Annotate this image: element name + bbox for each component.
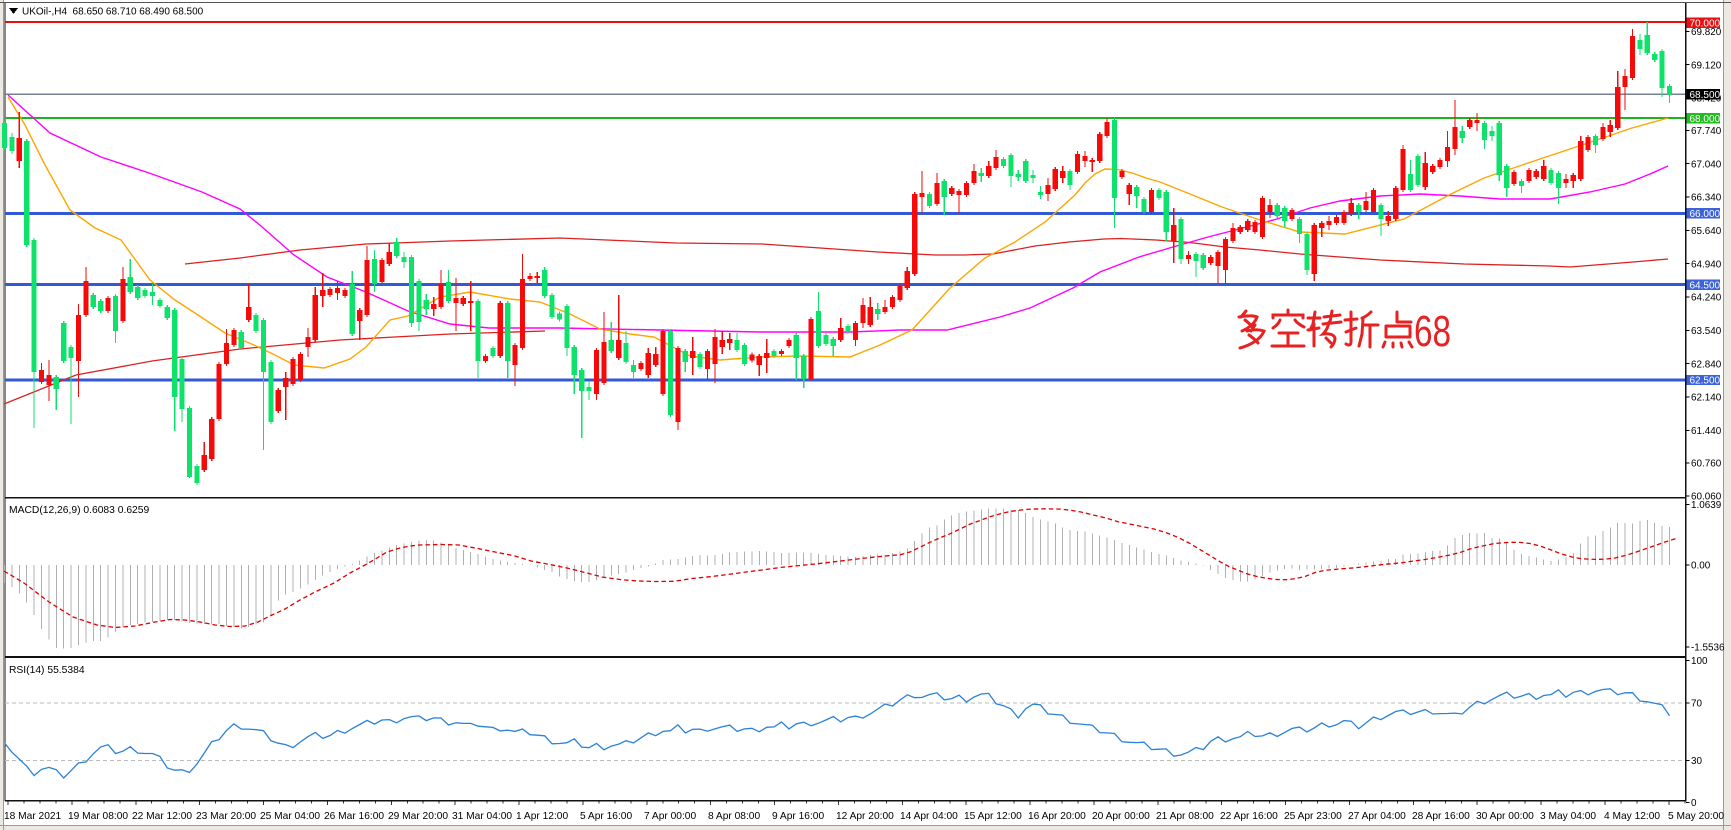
svg-text:64.500: 64.500 <box>1690 280 1721 291</box>
svg-text:21 Apr 08:00: 21 Apr 08:00 <box>1156 811 1214 822</box>
svg-text:69.120: 69.120 <box>1691 60 1722 71</box>
svg-text:62.140: 62.140 <box>1691 393 1722 404</box>
svg-text:30 Apr 00:00: 30 Apr 00:00 <box>1476 811 1534 822</box>
svg-text:9 Apr 16:00: 9 Apr 16:00 <box>772 811 824 822</box>
svg-text:62.500: 62.500 <box>1690 376 1721 387</box>
svg-text:70.000: 70.000 <box>1690 19 1721 30</box>
svg-text:20 Apr 00:00: 20 Apr 00:00 <box>1092 811 1150 822</box>
svg-text:7 Apr 00:00: 7 Apr 00:00 <box>644 811 696 822</box>
svg-text:26 Mar 16:00: 26 Mar 16:00 <box>324 811 384 822</box>
svg-text:62.840: 62.840 <box>1691 359 1722 370</box>
svg-text:30: 30 <box>1691 756 1702 767</box>
svg-text:1 Apr 12:00: 1 Apr 12:00 <box>516 811 568 822</box>
svg-text:60.760: 60.760 <box>1691 458 1722 469</box>
svg-text:UKOil-,H4 68.650 68.710 68.49: UKOil-,H4 68.650 68.710 68.490 68.500 <box>22 7 204 18</box>
svg-text:18 Mar 2021: 18 Mar 2021 <box>4 811 62 822</box>
svg-text:64.940: 64.940 <box>1691 259 1722 270</box>
svg-text:15 Apr 12:00: 15 Apr 12:00 <box>964 811 1022 822</box>
svg-text:69.820: 69.820 <box>1691 27 1722 38</box>
svg-text:31 Mar 04:00: 31 Mar 04:00 <box>452 811 512 822</box>
svg-text:60.060: 60.060 <box>1691 492 1722 503</box>
svg-text:0.00: 0.00 <box>1691 561 1711 572</box>
svg-text:68.500: 68.500 <box>1690 90 1721 101</box>
svg-text:68.000: 68.000 <box>1690 114 1721 125</box>
svg-text:12 Apr 20:00: 12 Apr 20:00 <box>836 811 894 822</box>
svg-text:28 Apr 16:00: 28 Apr 16:00 <box>1412 811 1470 822</box>
svg-text:25 Apr 23:00: 25 Apr 23:00 <box>1284 811 1342 822</box>
svg-text:RSI(14) 55.5384: RSI(14) 55.5384 <box>9 665 85 676</box>
svg-text:3 May 04:00: 3 May 04:00 <box>1540 811 1596 822</box>
svg-text:66.340: 66.340 <box>1691 193 1722 204</box>
svg-text:64.240: 64.240 <box>1691 293 1722 304</box>
svg-text:63.540: 63.540 <box>1691 326 1722 337</box>
svg-text:67.040: 67.040 <box>1691 159 1722 170</box>
svg-text:27 Apr 04:00: 27 Apr 04:00 <box>1348 811 1406 822</box>
svg-text:5 Apr 16:00: 5 Apr 16:00 <box>580 811 632 822</box>
svg-text:-1.5536: -1.5536 <box>1691 643 1725 654</box>
svg-text:100: 100 <box>1691 656 1708 667</box>
svg-text:14 Apr 04:00: 14 Apr 04:00 <box>900 811 958 822</box>
svg-text:68: 68 <box>1414 307 1451 356</box>
svg-text:23 Mar 20:00: 23 Mar 20:00 <box>196 811 256 822</box>
svg-text:67.740: 67.740 <box>1691 126 1722 137</box>
svg-text:4 May 12:00: 4 May 12:00 <box>1604 811 1660 822</box>
svg-text:0: 0 <box>1691 798 1697 809</box>
svg-text:1.0639: 1.0639 <box>1691 500 1722 511</box>
svg-text:5 May 20:00: 5 May 20:00 <box>1668 811 1724 822</box>
svg-text:66.000: 66.000 <box>1690 209 1721 220</box>
svg-text:70: 70 <box>1691 699 1702 710</box>
svg-text:61.440: 61.440 <box>1691 426 1722 437</box>
svg-text:MACD(12,26,9) 0.6083 0.6259: MACD(12,26,9) 0.6083 0.6259 <box>9 505 150 516</box>
svg-text:22 Apr 16:00: 22 Apr 16:00 <box>1220 811 1278 822</box>
svg-text:16 Apr 20:00: 16 Apr 20:00 <box>1028 811 1086 822</box>
svg-text:8 Apr 08:00: 8 Apr 08:00 <box>708 811 760 822</box>
svg-text:25 Mar 04:00: 25 Mar 04:00 <box>260 811 320 822</box>
svg-text:22 Mar 12:00: 22 Mar 12:00 <box>132 811 192 822</box>
svg-text:19 Mar 08:00: 19 Mar 08:00 <box>68 811 128 822</box>
svg-text:65.640: 65.640 <box>1691 226 1722 237</box>
svg-text:29 Mar 20:00: 29 Mar 20:00 <box>388 811 448 822</box>
